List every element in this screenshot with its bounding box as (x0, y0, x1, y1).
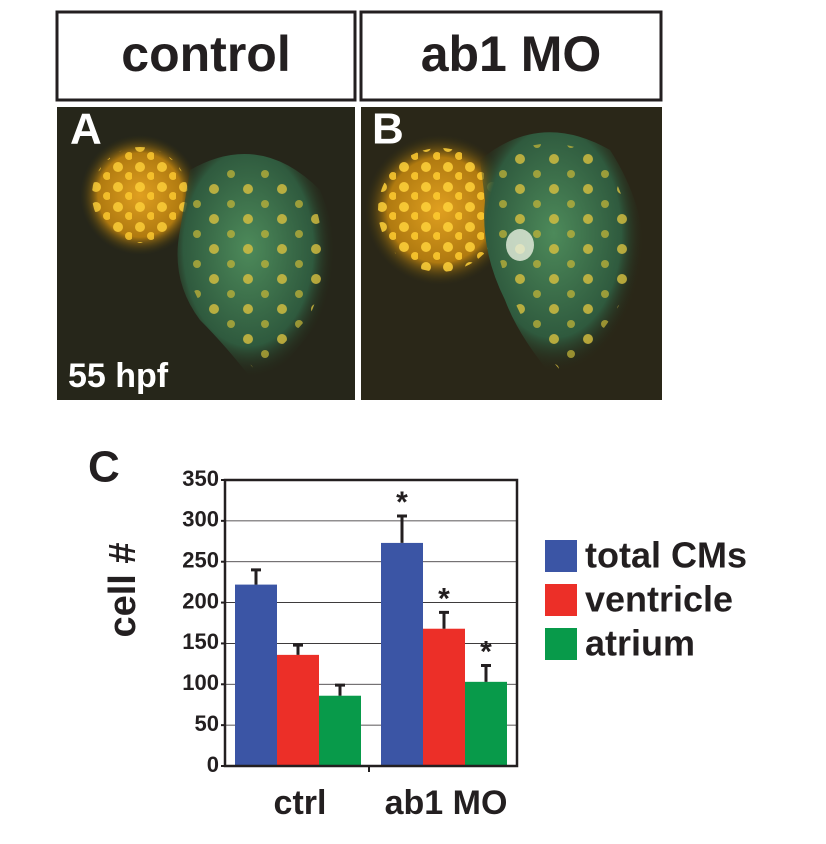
legend-swatch (545, 628, 577, 660)
micrograph (57, 107, 355, 400)
y-tick-label: 250 (182, 548, 219, 573)
bar (235, 584, 277, 766)
legend-label: ventricle (585, 579, 733, 620)
error-bar (397, 514, 407, 543)
error-bar (439, 610, 449, 629)
x-tick-label: ab1 MO (385, 784, 508, 822)
y-axis-label: cell # (102, 542, 144, 637)
error-bar (251, 568, 261, 585)
y-tick-label: 0 (207, 752, 219, 777)
header-box (359, 10, 663, 102)
significance-marker: * (396, 486, 408, 519)
legend-label: atrium (585, 623, 695, 664)
plot-frame (223, 478, 519, 768)
y-tick-label: 200 (182, 588, 219, 613)
legend-label: total CMs (585, 535, 747, 576)
error-bar (293, 643, 303, 655)
legend-swatch (545, 540, 577, 572)
significance-marker: * (480, 635, 492, 668)
y-tick-label: 300 (182, 507, 219, 532)
y-tick-label: 50 (195, 711, 219, 736)
y-tick-label: 350 (182, 466, 219, 491)
bar (465, 681, 507, 766)
bar (381, 542, 423, 766)
bar (423, 628, 465, 766)
x-tick-label: ctrl (274, 784, 327, 822)
panel-label: C (88, 443, 120, 492)
significance-marker: * (438, 582, 450, 615)
bar (277, 654, 319, 766)
y-tick-label: 100 (182, 670, 219, 695)
error-bar (335, 683, 345, 696)
panel-header: ab1 MO (421, 26, 602, 82)
panel-label: B (372, 105, 404, 154)
error-bar (481, 663, 491, 682)
header-box (55, 10, 357, 102)
micrograph (361, 107, 662, 400)
stage-label: 55 hpf (68, 357, 169, 395)
bar (319, 695, 361, 766)
legend-swatch (545, 584, 577, 616)
y-tick-label: 150 (182, 629, 219, 654)
panel-header: control (121, 26, 290, 82)
panel-label: A (70, 105, 102, 154)
